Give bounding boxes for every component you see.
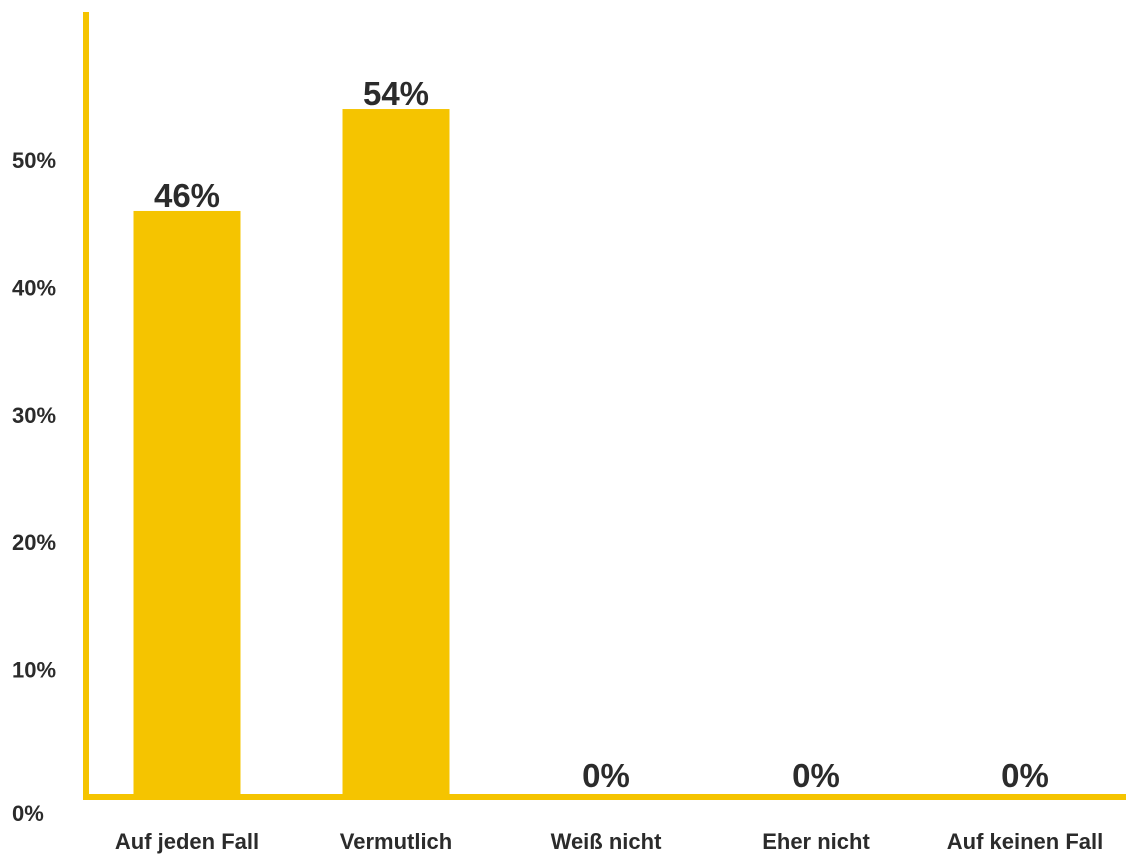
y-axis-tick-labels: 0% 10% 20% 30% 40% 50% [12, 148, 56, 826]
y-tick-label: 20% [12, 530, 56, 555]
x-category-label: Auf keinen Fall [947, 829, 1103, 854]
x-axis-category-labels: Auf jeden Fall Vermutlich Weiß nicht Eher n… [115, 829, 1103, 854]
y-tick-label: 10% [12, 658, 56, 683]
bar-value-label: 0% [1001, 757, 1049, 794]
bar-value-label: 54% [363, 75, 429, 112]
bar-value-label: 46% [154, 177, 220, 214]
bar-value-label: 0% [792, 757, 840, 794]
x-category-label: Weiß nicht [551, 829, 662, 854]
bar [342, 109, 450, 798]
data-labels: 46% 54% 0% 0% 0% [154, 75, 1049, 794]
bars [133, 109, 450, 798]
y-tick-label: 50% [12, 148, 56, 173]
axes [83, 12, 1126, 800]
y-tick-label: 30% [12, 403, 56, 428]
y-tick-label: 40% [12, 275, 56, 300]
bar [133, 210, 241, 797]
x-category-label: Eher nicht [762, 829, 870, 854]
x-category-label: Vermutlich [340, 829, 452, 854]
y-tick-label: 0% [12, 801, 44, 826]
bar-value-label: 0% [582, 757, 630, 794]
x-category-label: Auf jeden Fall [115, 829, 259, 854]
